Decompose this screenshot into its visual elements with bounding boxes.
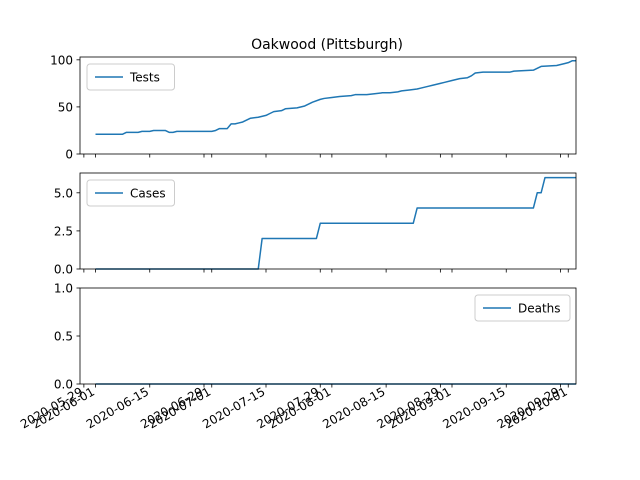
legend-label: Cases — [130, 187, 166, 201]
y-tick-label: 0.0 — [54, 263, 73, 277]
legend-box — [86, 179, 175, 207]
y-tick-label: 100 — [50, 53, 73, 67]
y-tick-label: 0 — [65, 148, 73, 162]
legend-box — [474, 294, 571, 322]
y-tick-label: 1.0 — [54, 282, 73, 296]
legend-label: Tests — [129, 71, 160, 85]
legend-cases: Cases — [86, 179, 175, 207]
series-line-cases — [95, 176, 576, 270]
axes-frame — [79, 172, 577, 270]
y-tick-label: 0.0 — [54, 378, 73, 392]
y-tick-label: 2.5 — [54, 224, 73, 238]
series-line-tests — [95, 60, 576, 135]
legend-label: Deaths — [518, 302, 561, 316]
y-tick-label: 50 — [58, 100, 73, 114]
legend-box — [86, 63, 175, 91]
panel-cases: 0.0 2.5 5.0 Cases — [54, 172, 577, 277]
chart-title: Oakwood (Pittsburgh) — [251, 37, 403, 53]
y-tick-label: 0.5 — [54, 330, 73, 344]
legend-tests: Tests — [86, 63, 175, 91]
legend-deaths: Deaths — [474, 294, 571, 322]
panel-tests: 0 50 100 Tests — [50, 53, 577, 162]
axes-frame — [79, 56, 577, 155]
y-tick-label: 5.0 — [54, 186, 73, 200]
